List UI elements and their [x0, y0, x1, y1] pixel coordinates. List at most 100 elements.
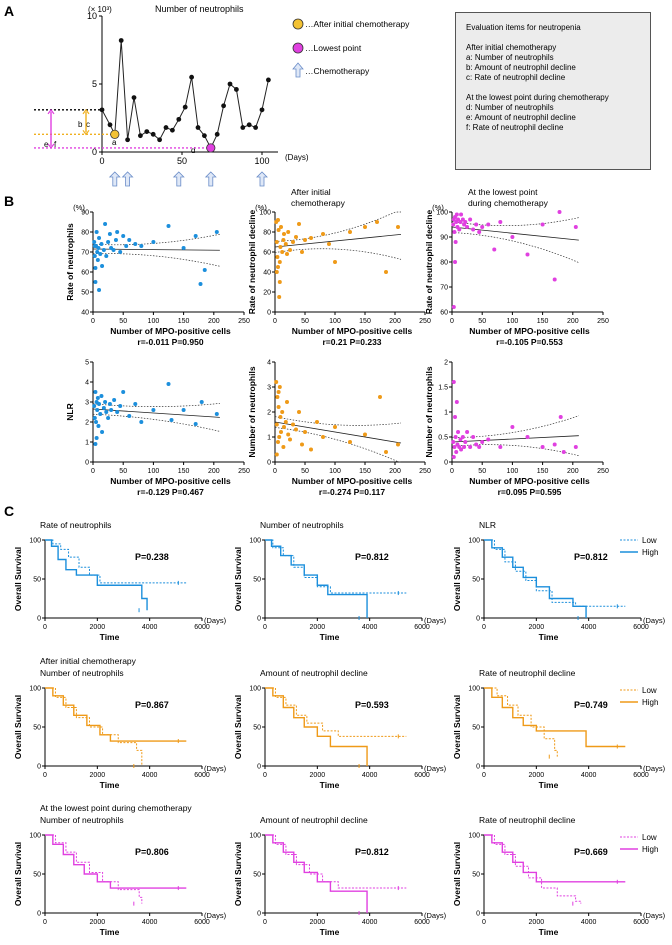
days-unit-label: (Days): [204, 616, 227, 625]
scatter-point: [94, 230, 99, 234]
panelA-data-point: [253, 125, 258, 130]
y-tick-label: 100: [29, 538, 41, 545]
legend-lowest-dot: [292, 42, 304, 54]
panelA-arrow-ef-head-bottom: [47, 143, 55, 149]
letter-d: d: [191, 146, 195, 155]
scatter-point: [282, 232, 286, 236]
km-low-curve: [45, 687, 143, 766]
x-axis-label: Time: [320, 927, 340, 937]
scatter-point: [459, 447, 464, 452]
p-value: P=0.669: [574, 847, 608, 857]
km-high-curve: [484, 539, 587, 618]
y-unit-label: (%): [73, 203, 85, 212]
scatter-point: [453, 435, 458, 439]
x-tick-label: 0: [43, 624, 47, 631]
x-tick-label: 6000: [194, 772, 210, 779]
scatter-point: [294, 235, 298, 239]
scatter-point: [127, 238, 132, 242]
days-unit-label: (Days): [643, 764, 666, 773]
scatter-point: [139, 244, 144, 248]
y-tick-label: 60: [440, 310, 448, 317]
box-item-f: f: Rate of neutrophil decline: [466, 123, 564, 132]
scatter-point: [100, 430, 105, 434]
scatter-point: [285, 400, 289, 404]
scatter-point: [202, 268, 207, 272]
scatter-point: [525, 435, 530, 439]
scatter-point: [465, 225, 470, 229]
panelA-data-point: [125, 137, 130, 143]
x-tick-label: 0: [450, 468, 454, 475]
x-tick-label: 4000: [362, 772, 378, 779]
x-tick-label: 0: [273, 468, 277, 475]
x-axis-label: Number of MPO-positive cells: [110, 326, 231, 336]
scatter-point: [277, 280, 282, 284]
scatter-B1: 40 50 60 70 80 90 0 50 100 150 200 250 Number of MPO…: [65, 203, 250, 347]
scatter-point: [101, 406, 106, 410]
ci-lower: [274, 248, 402, 260]
y-tick-label: 0: [37, 911, 41, 918]
y-tick-label: 100: [468, 538, 480, 545]
legend-magenta-low: Low: [642, 833, 657, 842]
x-tick-label: 4000: [362, 624, 378, 631]
km-C8: 0 50 100 0 2000 4000 6000 P=0.812 Time (Days) Over…: [233, 815, 447, 937]
scatter-point: [451, 455, 456, 459]
letter-f: f: [54, 140, 57, 149]
panelA-data-point: [182, 104, 188, 110]
scatter-point: [276, 405, 281, 409]
x-tick-label: 50: [478, 318, 486, 325]
chemotherapy-arrow-icon: [256, 171, 268, 187]
x-tick-label: 4000: [142, 772, 158, 779]
x-axis-label: Time: [100, 927, 120, 937]
panel-title: Amount of neutrophil decline: [260, 815, 368, 825]
y-tick-label: 1: [444, 410, 448, 417]
panel-title: Number of neutrophils: [260, 520, 344, 530]
x-axis-label: Time: [100, 780, 120, 790]
panelA-x-tick-label: 100: [254, 156, 269, 166]
scatter-point: [333, 425, 337, 429]
scatter-point: [283, 242, 288, 246]
scatter-point: [363, 225, 367, 229]
y-axis-label: Overall Survival: [13, 547, 23, 611]
scatter-point: [277, 260, 282, 264]
x-tick-label: 250: [597, 468, 609, 475]
scatter-point: [458, 437, 463, 442]
scatter-point: [498, 220, 503, 224]
scatter-point: [453, 260, 458, 264]
x-axis-label: Number of MPO-positive cells: [469, 326, 590, 336]
panelA-series-line: [101, 40, 269, 150]
ci-upper: [92, 233, 220, 246]
scatter-point: [93, 390, 98, 394]
scatter-point: [124, 244, 129, 248]
x-tick-label: 2000: [310, 772, 326, 779]
scatter-point: [468, 217, 473, 222]
panel-title: Number of neutrophils: [40, 668, 124, 678]
fit-line: [274, 234, 402, 248]
panel-label-c: C: [4, 503, 14, 519]
scatter-point: [276, 390, 281, 394]
x-tick-label: 250: [419, 468, 431, 475]
y-tick-label: 60: [81, 270, 89, 277]
scatter-point: [468, 445, 473, 449]
legend-blue-high: High: [642, 548, 658, 557]
scatter-point: [558, 415, 563, 419]
y-tick-label: 1: [267, 435, 271, 442]
y-axis-label: NLR: [65, 403, 75, 420]
scatter-point: [139, 420, 144, 424]
scatter-point: [92, 244, 97, 248]
scatter-point: [93, 266, 98, 270]
y-tick-label: 50: [253, 872, 261, 879]
x-axis-label: Time: [100, 632, 120, 642]
scatter-point: [277, 385, 282, 389]
x-tick-label: 100: [507, 318, 519, 325]
scatter-point: [276, 228, 281, 232]
scatter-point: [95, 408, 100, 412]
y-tick-label: 0: [257, 911, 261, 918]
y-tick-label: 100: [249, 686, 261, 693]
legend-initial-dot: [292, 18, 304, 30]
y-tick-label: 100: [249, 538, 261, 545]
x-tick-label: 200: [389, 468, 401, 475]
scatter-point: [113, 238, 118, 242]
y-tick-label: 3: [85, 400, 89, 407]
scatter-point: [93, 442, 98, 446]
